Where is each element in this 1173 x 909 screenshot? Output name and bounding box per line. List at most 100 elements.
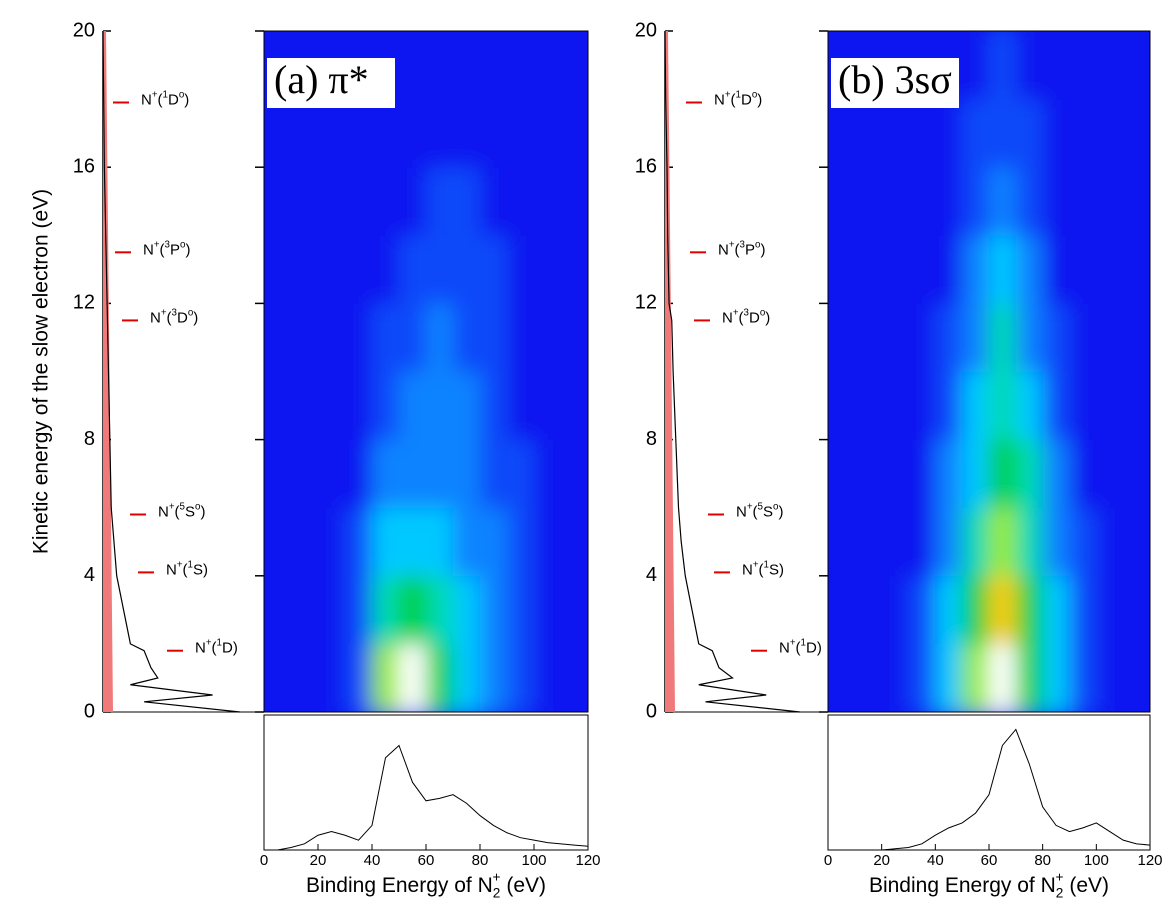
heatmap-cell — [264, 303, 292, 372]
heatmap-cell — [962, 235, 990, 304]
heatmap-cell — [1015, 31, 1044, 100]
x-tick-label: 80 — [1034, 852, 1051, 869]
heatmap-cell — [989, 235, 1017, 304]
text-part: ( — [731, 91, 736, 108]
heatmap-cell — [881, 575, 909, 645]
projection-line — [264, 744, 589, 851]
heatmap-cell — [1042, 235, 1070, 304]
heatmap-cell — [561, 575, 588, 645]
text-part: o — [188, 307, 194, 318]
heatmap-cell — [399, 235, 427, 304]
text-part: + — [729, 239, 735, 250]
text-part: o — [195, 501, 201, 512]
x-tick-label: 60 — [981, 852, 998, 869]
text-part: + — [161, 307, 167, 318]
heatmap-cell — [480, 507, 508, 577]
heatmap-cell — [507, 507, 535, 577]
heatmap-cell — [534, 507, 562, 577]
text-part: D — [177, 309, 188, 326]
heatmap-cell — [318, 235, 346, 304]
heatmap-cell — [453, 371, 481, 441]
heatmap-cell — [1015, 575, 1044, 645]
heatmap-cell — [561, 371, 588, 441]
heatmap-cell — [453, 439, 481, 509]
heatmap-cell — [1123, 31, 1150, 100]
heatmap-cell — [908, 167, 936, 236]
heatmap-cell — [345, 235, 373, 304]
heatmap-cell — [453, 167, 481, 236]
text-part: N — [718, 241, 729, 258]
heatmap-cell — [291, 371, 319, 441]
heatmap-cell — [372, 371, 400, 441]
panel-label: (a) π* — [274, 57, 369, 102]
heatmap-cell — [854, 439, 883, 509]
heatmap-cell — [1042, 31, 1070, 100]
text-part: ( — [212, 640, 217, 657]
heatmap-cell — [453, 99, 481, 168]
text-part: D — [806, 640, 817, 657]
heatmap-cell — [828, 507, 856, 577]
heatmap-cell — [426, 31, 454, 100]
heatmap-cell — [426, 575, 454, 645]
heatmap-cell — [372, 507, 400, 577]
text-part: + — [747, 501, 753, 512]
heatmap-cell — [1096, 575, 1124, 645]
projection-frame — [827, 714, 1151, 851]
text-part: S — [193, 561, 203, 578]
level-label: N+(3Do) — [722, 307, 770, 326]
text-part: 1 — [764, 559, 769, 570]
text-part: + — [206, 637, 212, 648]
heatmap-cell — [1042, 99, 1070, 168]
heatmap-cell — [399, 31, 427, 100]
text-part: D — [749, 309, 760, 326]
text-part: ) — [760, 241, 765, 258]
text-part: ) — [185, 241, 190, 258]
heatmap-cell — [1096, 643, 1124, 712]
heatmap-cell — [828, 235, 856, 304]
heatmap-cell — [318, 167, 346, 236]
heatmap-cell — [291, 167, 319, 236]
text-part: + — [725, 89, 731, 100]
heatmap-cell — [399, 99, 427, 168]
heatmap-cell — [1069, 643, 1097, 712]
heatmap-cell — [453, 235, 481, 304]
text-part: ( — [735, 241, 740, 258]
heatmap-cell — [372, 643, 400, 712]
level-label: N+(3Do) — [150, 307, 198, 326]
heatmap-cell — [935, 643, 963, 712]
x-tick-label: 60 — [418, 852, 435, 869]
text-part: o — [760, 307, 766, 318]
heatmap-cell — [426, 371, 454, 441]
heatmap-cell — [480, 371, 508, 441]
heatmap-cell — [318, 99, 346, 168]
heatmap-cell — [372, 575, 400, 645]
heatmap-cell — [881, 99, 909, 168]
x-tick-label: 120 — [575, 852, 600, 869]
heatmap-cell — [507, 439, 535, 509]
level-label: N+(1D) — [779, 637, 822, 656]
heatmap-cell — [1042, 167, 1070, 236]
heatmap-cell — [426, 507, 454, 577]
heatmap-cell — [962, 575, 990, 645]
x-axis-title: Binding Energy of N2+ (eV) — [869, 869, 1109, 900]
heatmap-cell — [881, 371, 909, 441]
heatmap-cell — [1123, 439, 1150, 509]
text-part: 3 — [165, 239, 170, 250]
heatmap-cells — [264, 31, 588, 712]
panel-label-box — [831, 58, 959, 108]
text-part: N — [143, 241, 154, 258]
heatmap-cell — [426, 99, 454, 168]
text-part: 1 — [801, 637, 806, 648]
text-part: N — [166, 561, 177, 578]
heatmap-cell — [318, 575, 346, 645]
text-part: Binding Energy of N — [869, 874, 1056, 897]
heatmap-cell — [989, 439, 1017, 509]
heatmap-cell — [935, 235, 963, 304]
level-label: N+(1S) — [166, 559, 208, 578]
text-part: ( — [175, 503, 180, 520]
text-part: ) — [778, 503, 783, 520]
heatmap-cell — [828, 99, 856, 168]
heatmap-cell — [561, 167, 588, 236]
text-part: N — [158, 503, 169, 520]
text-part: 1 — [736, 89, 741, 100]
